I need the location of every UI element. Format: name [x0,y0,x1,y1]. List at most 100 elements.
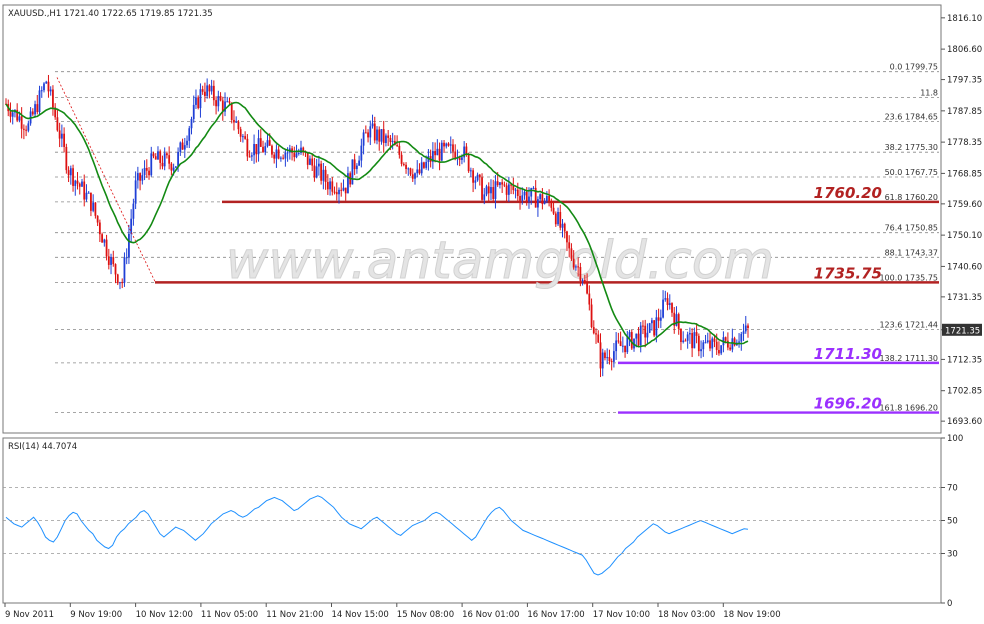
candle-body [713,338,716,342]
candle-body [282,157,285,159]
candle-body [76,180,79,184]
candle-body [230,102,233,120]
candle-body [239,129,242,137]
candle-body [680,328,682,343]
candle-body [264,146,267,153]
price-tick-label: 1806.60 [947,45,982,55]
price-tick-label: 1797.35 [947,76,982,86]
time-tick-label: 18 Nov 19:00 [723,610,780,620]
candle-body [9,111,12,117]
candle-body [474,180,477,183]
candle-body [161,162,164,167]
candle-body [586,282,588,294]
candle-body [195,97,197,105]
candle-body [275,149,278,159]
candle-body [217,95,220,107]
candle-body [210,85,213,92]
candle-body [320,163,323,181]
candle-body [445,143,448,147]
candle-body [134,180,137,204]
candle-body [561,223,564,228]
candle-body [478,174,481,178]
candle-body [49,89,52,92]
candle-body [56,117,59,131]
candle-body [487,186,490,194]
candle-body [543,200,546,205]
candle-body [181,142,184,150]
candle-body [317,163,320,167]
candle-body [496,181,499,186]
rsi-label: RSI(14) 44.7074 [8,442,77,452]
candle-body [729,347,732,350]
candle-body [172,167,175,171]
candle-body [136,173,139,181]
time-tick-label: 11 Nov 05:00 [201,610,258,620]
time-tick-label: 10 Nov 12:00 [136,610,193,620]
candle-body [373,123,376,141]
price-tick-label: 1759.60 [947,200,982,210]
fib-label: 38.2 1775.30 [885,143,938,152]
candle-body [407,168,410,170]
candle-body [684,340,687,342]
candle-body [255,144,258,155]
candle-body [525,191,528,202]
candle-body [226,101,229,103]
candle-body [387,135,390,138]
time-tick-label: 17 Nov 10:00 [593,610,650,620]
candle-body [492,187,495,199]
candle-body [380,129,383,142]
candle-body [532,187,535,189]
candle-body [38,90,41,113]
fib-label: 76.4 1750.85 [885,224,938,233]
candle-body [16,109,19,121]
candle-body [704,342,707,344]
candle-body [418,169,421,174]
candle-body [619,341,622,346]
candle-body [550,201,553,208]
candle-body [266,140,269,147]
candle-body [105,239,108,257]
fib-label: 61.8 1760.20 [885,193,938,202]
price-tick-label: 1693.60 [947,417,982,427]
candle-body [472,170,475,183]
candle-body [416,169,419,174]
candle-body [662,299,664,318]
price-tick-label: 1787.85 [947,107,982,117]
candle-body [159,151,162,163]
rsi-tick-label: 0 [947,599,952,609]
candle-body [626,337,629,353]
candle-body [36,104,39,113]
candle-body [121,282,124,284]
candle-body [744,325,747,332]
candle-body [242,136,244,138]
candle-body [382,129,385,143]
candle-body [183,145,186,150]
candle-body [566,231,568,243]
candle-body [141,175,144,181]
candle-body [376,129,378,141]
candle-body [168,155,171,164]
candle-body [599,342,602,369]
candle-body [313,165,316,178]
candle-body [650,320,653,324]
candle-body [362,132,365,146]
candle-body [54,107,57,118]
candle-body [693,332,696,349]
candle-body [353,159,356,170]
candle-body [514,189,517,191]
candle-body [326,182,329,190]
candle-body [335,192,338,195]
candle-body [552,207,555,214]
candle-body [695,332,698,336]
rsi-tick-label: 30 [947,550,958,560]
candle-body [74,180,77,186]
candle-body [501,182,504,185]
candle-body [40,90,43,92]
rsi-tick-label: 70 [947,484,958,494]
candle-body [747,325,749,328]
candle-body [199,89,202,109]
price-tick-label: 1768.85 [947,169,982,179]
candle-body [606,357,609,359]
candle-body [516,189,519,196]
